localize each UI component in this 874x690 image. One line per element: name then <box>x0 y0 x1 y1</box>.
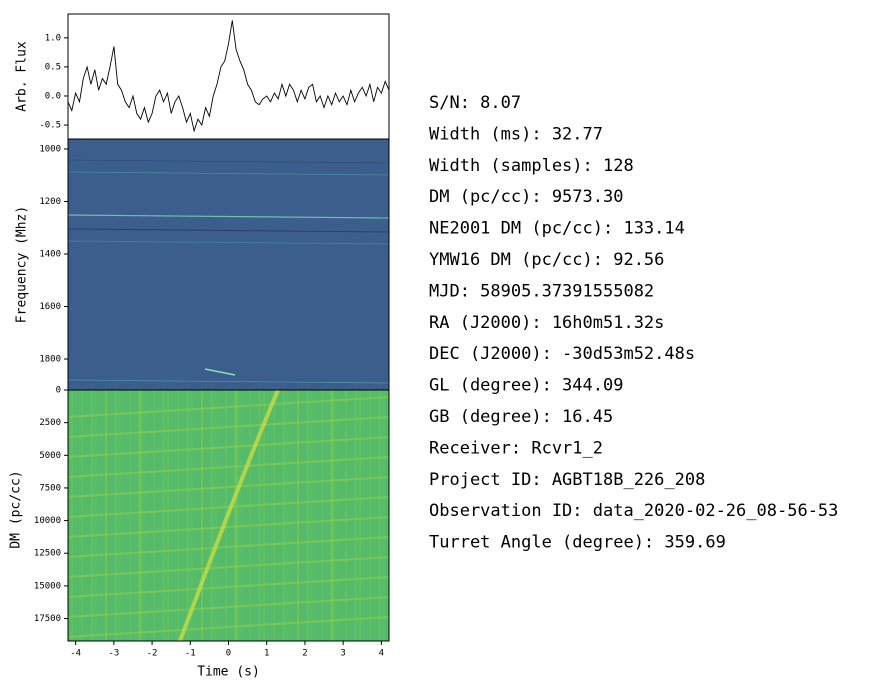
info-line: Observation ID: data_2020-02-26_08-56-53 <box>429 501 838 521</box>
info-line: GB (degree): 16.45 <box>429 407 613 427</box>
y-tick-label: 1600 <box>39 302 61 312</box>
x-tick-label: -2 <box>147 649 158 659</box>
info-line: DEC (J2000): -30d53m52.48s <box>429 344 695 364</box>
heatmap-texture <box>67 576 390 598</box>
info-line: Project ID: AGBT18B_226_208 <box>429 470 705 490</box>
y-tick-label: 1200 <box>39 197 61 207</box>
heatmap-texture <box>67 240 390 245</box>
y-tick-label: 12500 <box>34 549 61 559</box>
heatmap-texture <box>67 214 390 219</box>
x-tick-label: 3 <box>340 649 345 659</box>
heatmap-texture <box>67 436 390 458</box>
info-line: S/N: 8.07 <box>429 93 521 113</box>
info-line: MJD: 58905.37391555082 <box>429 281 654 301</box>
heatmap <box>67 389 390 642</box>
x-tick-label: -4 <box>70 649 81 659</box>
y-tick-label: 15000 <box>34 581 61 591</box>
info-line: RA (J2000): 16h0m51.32s <box>429 313 664 333</box>
heatmap-texture <box>67 556 390 578</box>
heatmap-texture <box>67 396 390 418</box>
x-axis-label: Time (s) <box>197 665 260 680</box>
heatmap-texture <box>67 379 390 384</box>
info-line: DM (pc/cc): 9573.30 <box>429 187 623 207</box>
heatmap-texture <box>67 616 390 638</box>
x-tick-label: 0 <box>226 649 231 659</box>
heatmap-texture <box>67 536 390 558</box>
info-line: Width (ms): 32.77 <box>429 124 603 144</box>
y-tick-label: 10000 <box>34 516 61 526</box>
heatmap-texture <box>178 389 280 642</box>
y-tick-label: 1.0 <box>45 33 61 43</box>
y-tick-label: 0 <box>56 386 61 396</box>
y-tick-label: 2500 <box>39 418 61 428</box>
y-tick-label: 0.0 <box>45 91 61 101</box>
y-axis-label: Frequency (Mhz) <box>15 206 30 323</box>
heatmap-texture <box>67 596 390 618</box>
info-line: Width (samples): 128 <box>429 156 634 176</box>
heatmap-texture <box>67 496 390 518</box>
heatmap-texture <box>67 228 390 233</box>
y-tick-label: 17500 <box>34 614 61 624</box>
heatmap-texture <box>67 516 390 538</box>
y-tick-label: 1400 <box>39 249 61 259</box>
y-tick-label: 5000 <box>39 451 61 461</box>
flux-line <box>67 20 390 133</box>
heatmap-texture <box>67 159 390 164</box>
x-tick-label: 1 <box>264 649 269 659</box>
info-line: GL (degree): 344.09 <box>429 376 623 396</box>
heatmap-texture <box>67 456 390 478</box>
heatmap-texture <box>67 416 390 438</box>
heatmap-texture <box>67 476 390 498</box>
info-line: NE2001 DM (pc/cc): 133.14 <box>429 219 685 239</box>
plot-area <box>68 14 389 139</box>
y-tick-label: 1800 <box>39 355 61 365</box>
heatmap-texture <box>204 368 236 376</box>
y-tick-label: 0.5 <box>45 62 61 72</box>
info-line: Receiver: Rcvr1_2 <box>429 438 603 458</box>
y-tick-label: 1000 <box>39 144 61 154</box>
info-line: Turret Angle (degree): 359.69 <box>429 533 726 553</box>
x-tick-label: 2 <box>302 649 307 659</box>
x-tick-label: -3 <box>108 649 119 659</box>
y-axis-label: DM (pc/cc) <box>9 470 24 548</box>
x-tick-label: 4 <box>379 649 384 659</box>
y-axis-label: Arb. Flux <box>15 41 30 112</box>
y-tick-label: 7500 <box>39 483 61 493</box>
heatmap-texture <box>67 171 390 176</box>
x-tick-label: -1 <box>185 649 196 659</box>
y-tick-label: -0.5 <box>39 121 61 131</box>
heatmap-image <box>68 139 389 390</box>
info-line: YMW16 DM (pc/cc): 92.56 <box>429 250 664 270</box>
heatmap <box>67 139 390 390</box>
